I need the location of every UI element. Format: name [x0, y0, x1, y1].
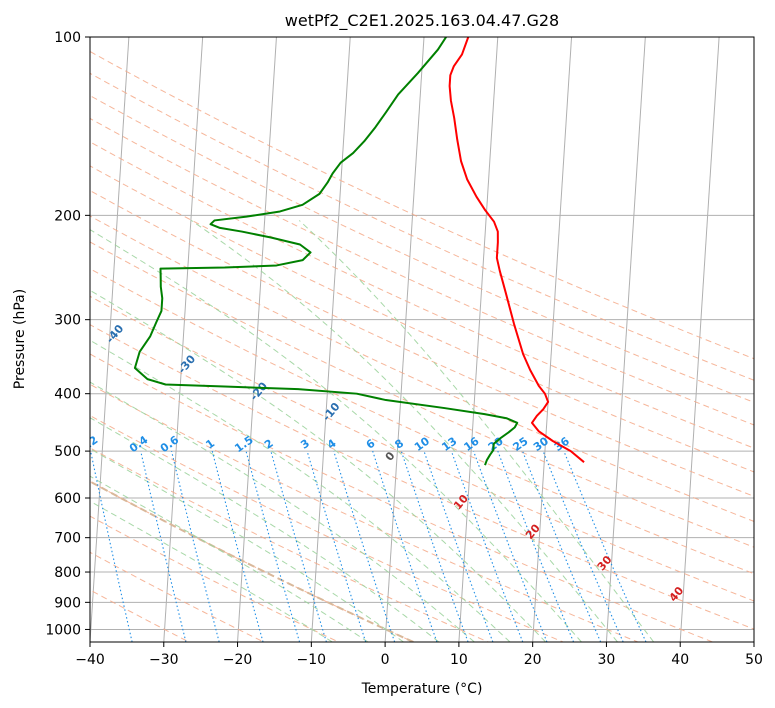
- dry-adiabat-line: [90, 295, 754, 602]
- mixing-ratio-line: [140, 450, 187, 642]
- x-tick-label: 50: [745, 652, 763, 668]
- mixing-ratio-line: [306, 450, 367, 642]
- y-tick-label: 200: [54, 208, 81, 224]
- axis-ticks: −40 −30 −20 −10 0 10 20 30 40 50 1000 900 800 700 600 5…: [45, 30, 763, 668]
- isotherm-line: [605, 37, 646, 642]
- y-tick-label: 600: [54, 491, 81, 507]
- mixing-ratio-line: [542, 450, 624, 642]
- dry-adiabat-line: [90, 480, 414, 642]
- moist-adiabat-line: [298, 220, 655, 642]
- mixing-ratio-label: 0.1: [30, 433, 53, 455]
- dewpoint-profile-line: [133, 37, 519, 466]
- y-tick-label: 1000: [45, 622, 81, 638]
- x-tick-label: −40: [75, 652, 105, 668]
- dry-adiabat-line: [90, 515, 339, 642]
- y-tick-label: 100: [54, 30, 81, 46]
- mixing-ratio-line: [497, 450, 575, 642]
- isotherm-line: [163, 37, 204, 642]
- dry-adiabat-line: [90, 72, 754, 381]
- x-tick-label: 40: [671, 652, 689, 668]
- x-tick-label: −10: [297, 652, 327, 668]
- mixing-ratio-label: 2: [262, 437, 276, 452]
- isotherm-label: -10: [320, 400, 343, 424]
- mixing-ratio-line: [423, 450, 494, 642]
- x-tick-label: −20: [223, 652, 253, 668]
- isotherm-label: -40: [104, 322, 127, 346]
- mixing-ratio-line: [522, 450, 602, 642]
- chart-title: wetPf2_C2E1.2025.163.04.47.G28: [285, 11, 559, 31]
- isotherm-line: [237, 37, 277, 642]
- dry-adiabat-line: [90, 414, 564, 642]
- plot-area: 0.10.20.40.611.52346810131620253036-100-…: [30, 37, 754, 642]
- mixing-ratio-label: 4: [325, 437, 339, 452]
- x-tick-label: 0: [381, 652, 390, 668]
- moist-adiabat-line: [90, 289, 546, 642]
- mixing-ratio-line: [372, 450, 438, 642]
- mixing-ratio-line: [171, 450, 220, 642]
- mixing-ratio-line: [270, 450, 327, 642]
- dry-adiabat-line: [90, 117, 754, 426]
- temperature-profile-line: [448, 37, 585, 463]
- mixing-ratio-line: [400, 450, 469, 642]
- dry-adiabat-line: [90, 353, 713, 642]
- moist-adiabat-line: [90, 229, 582, 642]
- dry-adiabat-line: [90, 447, 489, 642]
- y-tick-label: 900: [54, 595, 81, 611]
- moist-adiabat-line: [190, 220, 618, 642]
- isotherm-line: [458, 37, 499, 642]
- y-tick-label: 300: [54, 313, 81, 329]
- x-tick-label: 20: [524, 652, 542, 668]
- moist-adiabat-line: [90, 448, 404, 642]
- mixing-ratio-line: [450, 450, 524, 642]
- mixing-ratio-label: 0.6: [158, 433, 182, 455]
- dry-adiabat-line: [90, 50, 754, 360]
- dry-adiabat-line: [90, 215, 754, 522]
- isotherm-line: [679, 37, 720, 642]
- dry-adiabat-line: [90, 141, 754, 449]
- y-tick-label: 500: [54, 444, 81, 460]
- isotherm-label: -50: [33, 278, 56, 302]
- dry-adiabat-line: [90, 95, 754, 403]
- mixing-ratio-line: [211, 450, 264, 642]
- moist-adiabat-line: [90, 500, 333, 642]
- dry-adiabat-highlight: [90, 480, 414, 642]
- mixing-ratio-line: [473, 450, 548, 642]
- moist-adiabat-line: [90, 339, 511, 642]
- mixing-ratio-label: 0.4: [127, 433, 151, 455]
- isotherm-line: [753, 634, 754, 642]
- mixing-ratio-label: 3: [298, 437, 312, 452]
- mixing-ratio-line: [90, 450, 133, 642]
- dry-adiabat-line: [90, 324, 754, 630]
- y-axis-label: Pressure (hPa): [12, 289, 28, 389]
- dry-adiabat-line: [90, 241, 754, 548]
- mixing-ratio-label: 6: [364, 437, 378, 452]
- x-tick-label: 10: [450, 652, 468, 668]
- isotherm-label: -20: [247, 379, 270, 403]
- y-tick-label: 400: [54, 387, 81, 403]
- isotherm-line: [532, 37, 573, 642]
- dry-adiabat-line: [90, 165, 754, 473]
- y-tick-label: 700: [54, 531, 81, 547]
- mixing-ratio-line: [245, 450, 301, 642]
- mixing-ratio-line: [563, 450, 647, 642]
- x-tick-label: −30: [149, 652, 179, 668]
- mixing-ratio-line: [333, 450, 396, 642]
- moist-adiabat-line: [90, 417, 440, 642]
- x-axis-label: Temperature (°C): [361, 681, 483, 697]
- x-tick-label: 30: [598, 652, 616, 668]
- y-tick-label: 800: [54, 565, 81, 581]
- mixing-ratio-label: 1.5: [232, 433, 255, 455]
- mixing-ratio-label: 0.2: [77, 433, 100, 455]
- moist-adiabat-line: [90, 381, 475, 642]
- isotherm-line: [384, 37, 425, 642]
- plot-frame: [89, 36, 755, 643]
- dry-adiabat-line: [90, 589, 190, 642]
- isotherm-line: [90, 37, 130, 642]
